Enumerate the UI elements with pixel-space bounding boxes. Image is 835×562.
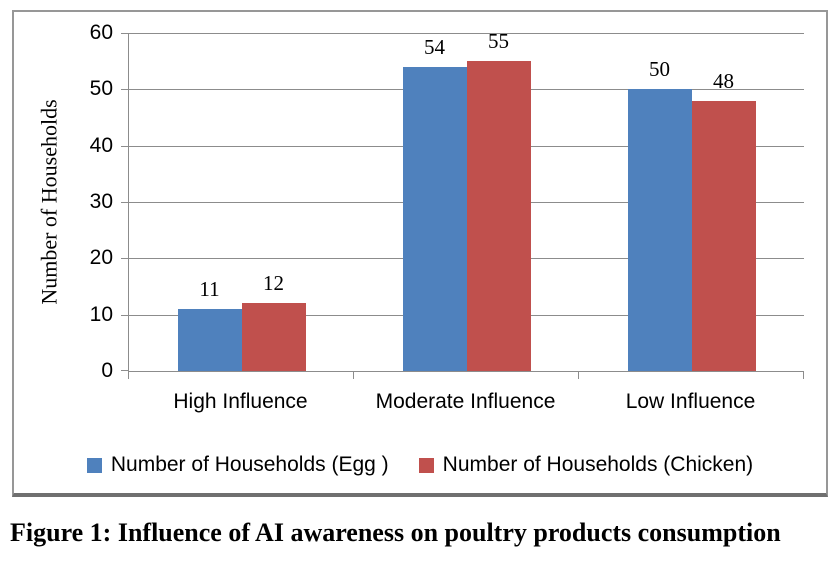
y-tick-label: 40	[89, 133, 113, 157]
category-label-1: High Influence	[173, 390, 308, 413]
gridline-60	[129, 33, 804, 34]
y-axis-tick	[121, 370, 129, 371]
bar-value-label: 54	[424, 34, 445, 59]
y-axis-tick	[121, 89, 129, 91]
y-tick-label: 30	[89, 190, 113, 213]
bar-group-3: 50 48	[579, 33, 804, 371]
legend-label: Number of Households (Egg )	[110, 453, 389, 476]
legend-swatch-chicken	[418, 457, 434, 473]
x-axis-tick	[578, 371, 579, 379]
legend-item-egg: Number of Households (Egg )	[86, 453, 389, 477]
bar-value-label: 12	[263, 271, 284, 296]
x-axis-tick	[128, 371, 129, 379]
y-tick-label: 0	[101, 359, 113, 382]
y-axis-title: Number of Households	[36, 33, 64, 371]
figure-1-chart: Number of Households 0 10 20 30 40 50 60 11 12 54…	[12, 10, 828, 497]
x-axis-tick	[803, 371, 804, 379]
bar-egg: 50	[627, 57, 692, 371]
bar-value-label: 55	[488, 29, 509, 54]
y-tick-label: 10	[89, 302, 113, 326]
category-label-3: Low Influence	[625, 390, 756, 413]
bar-chicken: 55	[466, 29, 531, 371]
legend-item-chicken: Number of Households (Chicken)	[418, 453, 754, 477]
legend-label: Number of Households (Chicken)	[442, 453, 754, 476]
category-label-2: Moderate Influence	[375, 390, 556, 413]
bar-value-label: 11	[199, 277, 220, 302]
bar-chicken: 48	[691, 69, 756, 371]
category-axis: High Influence Moderate Influence Low Infl…	[128, 390, 803, 414]
y-tick-label: 60	[89, 21, 113, 44]
bar-group-2: 54 55	[354, 29, 579, 371]
legend: Number of Households (Egg ) Number of Hou…	[14, 453, 826, 477]
y-tick-label: 20	[89, 246, 113, 270]
y-axis-title-text: Number of Households	[37, 99, 62, 305]
y-axis-tick	[121, 258, 129, 260]
y-axis-tick	[121, 33, 129, 34]
bar-value-label: 50	[649, 57, 670, 82]
figure-caption: Figure 1: Influence of AI awareness on p…	[10, 518, 781, 547]
x-axis-tick	[353, 371, 354, 379]
bar-group-1: 11 12	[129, 33, 354, 371]
bar-chicken: 12	[241, 271, 306, 371]
y-axis-tick	[121, 145, 129, 147]
bar-value-label: 48	[713, 68, 734, 93]
y-tick-label: 50	[89, 77, 113, 101]
bar-egg: 11	[177, 277, 242, 371]
plot-area: 0 10 20 30 40 50 60 11 12 54 55 50 48	[90, 21, 804, 382]
legend-swatch-egg	[86, 457, 102, 473]
bar-egg: 54	[402, 35, 467, 371]
y-axis-tick	[121, 314, 129, 316]
y-axis-tick	[121, 202, 129, 203]
